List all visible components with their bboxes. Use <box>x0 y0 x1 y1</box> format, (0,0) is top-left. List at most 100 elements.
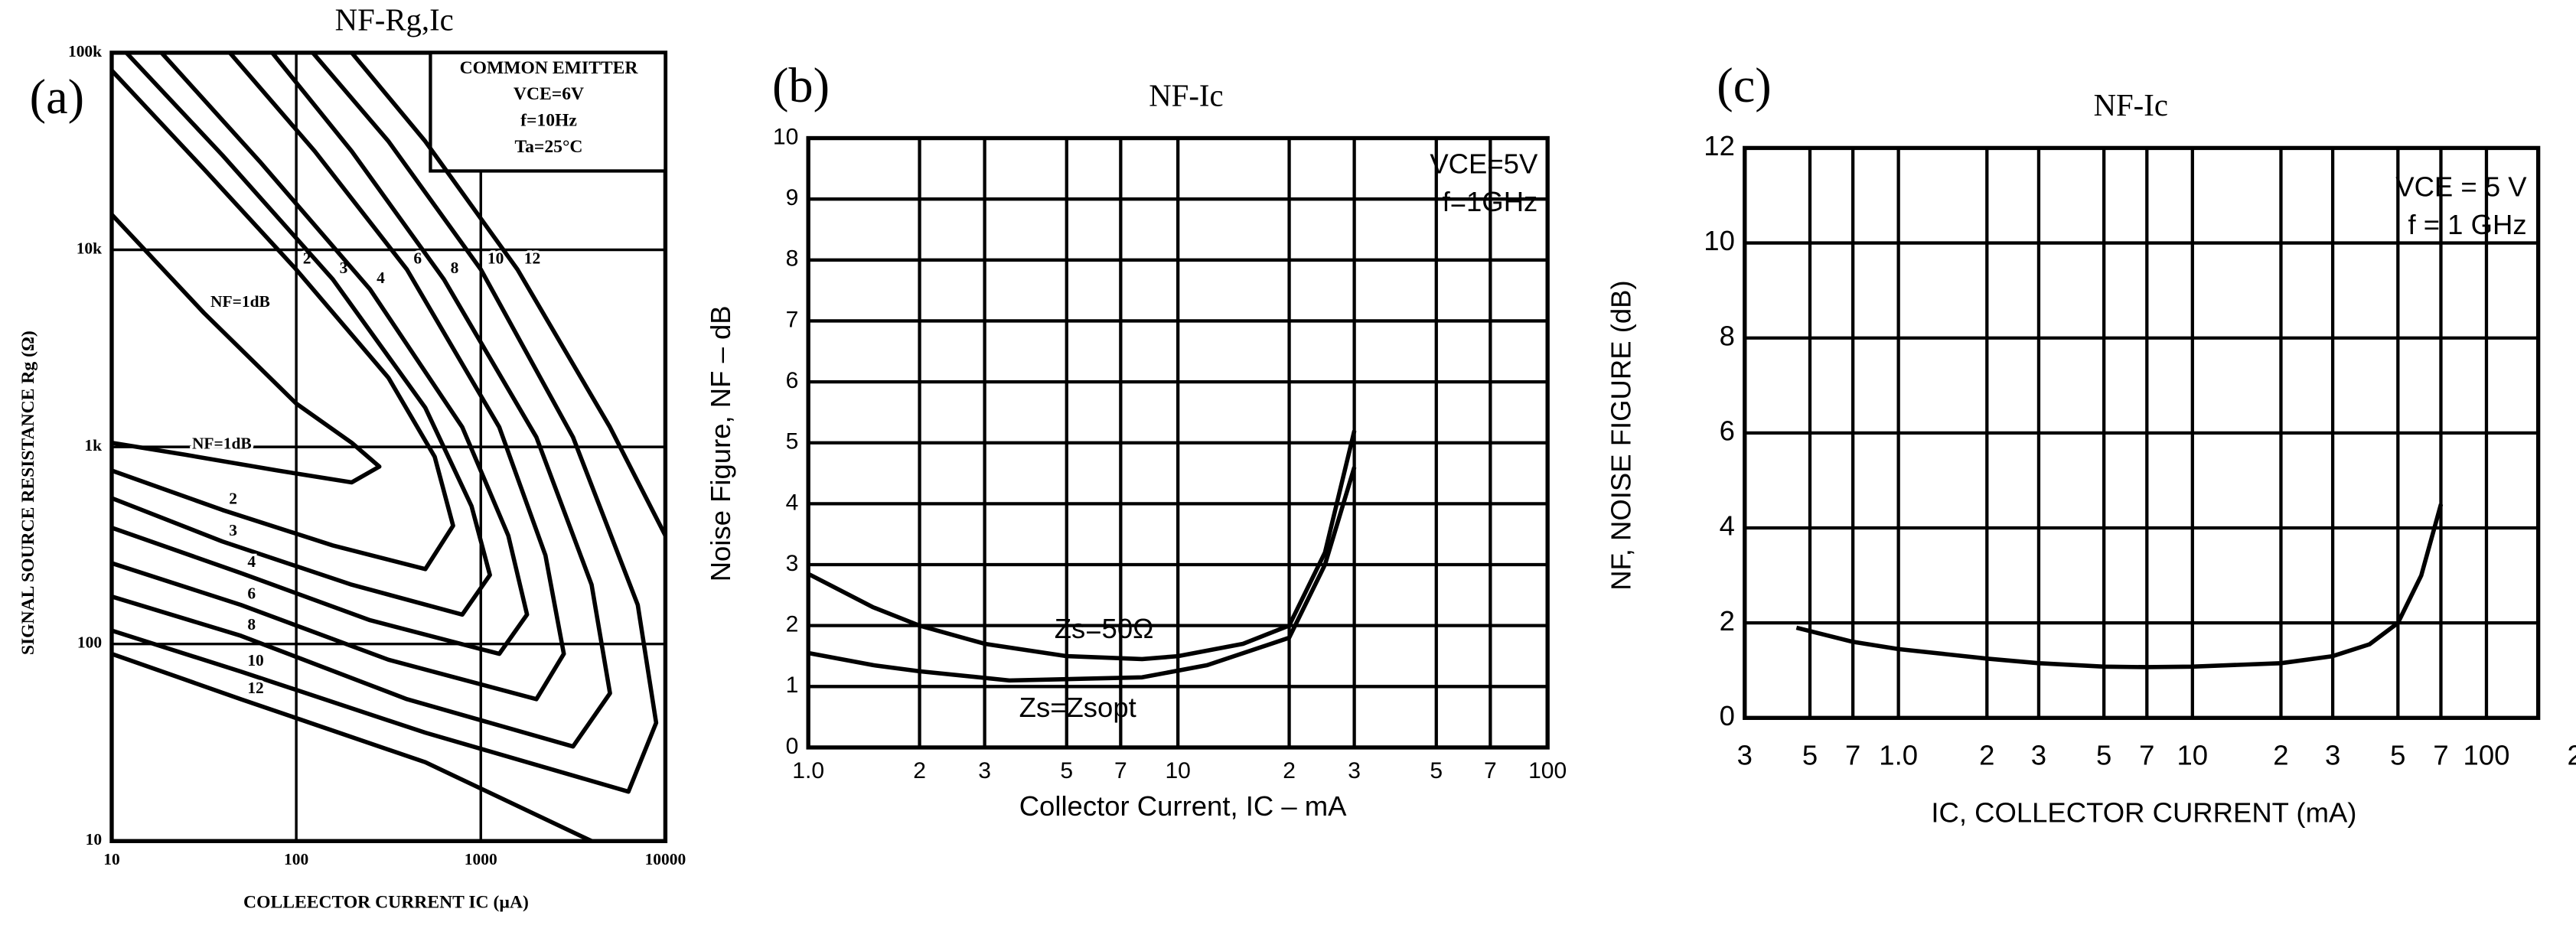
series-line <box>807 466 1357 683</box>
series-line <box>111 51 667 843</box>
panel-label: (b) <box>772 58 830 112</box>
series-label: 2 <box>229 489 237 507</box>
x-tick-label: 100 <box>284 850 308 868</box>
annotation: VCE=5V <box>1430 148 1538 180</box>
x-tick-label: 3 <box>978 758 991 783</box>
plot-frame <box>1743 145 2541 720</box>
x-tick-label: 3 <box>2031 739 2046 770</box>
y-tick-label: 10 <box>86 830 102 848</box>
series-label: 12 <box>524 249 540 267</box>
annotation-box <box>429 50 667 173</box>
series-line <box>111 51 530 656</box>
x-tick-label: 7 <box>1845 739 1860 770</box>
panel-label: (c) <box>1717 58 1771 112</box>
x-tick-label: 7 <box>1114 758 1127 783</box>
y-tick-label: 4 <box>786 490 799 515</box>
x-tick-label: 7 <box>1484 758 1497 783</box>
x-tick-label: 7 <box>2433 739 2448 770</box>
series-line <box>109 69 455 572</box>
x-tick-label: 10 <box>2177 739 2209 770</box>
x-tick-label: 1000 <box>465 850 497 868</box>
annotation: VCE = 5 V <box>2395 171 2527 203</box>
chart-title: NF-Rg,Ic <box>335 3 454 37</box>
x-tick-label: 10 <box>1165 758 1190 783</box>
chart-title: NF-Ic <box>1149 78 1223 112</box>
y-axis-label: NF, NOISE FIGURE (dB) <box>1606 280 1637 590</box>
plot-frame <box>806 135 1550 750</box>
x-tick-label: 100 <box>1528 758 1567 783</box>
x-tick-label: 5 <box>2390 739 2405 770</box>
series-label: Zs=50Ω <box>1055 613 1154 644</box>
series-label: 10 <box>487 249 504 267</box>
series-line <box>111 51 612 749</box>
x-tick-label: 2 <box>2567 739 2576 770</box>
series-line <box>110 50 492 617</box>
y-tick-label: 7 <box>786 307 799 332</box>
y-tick-label: 5 <box>786 429 799 454</box>
series-line <box>111 51 566 702</box>
x-tick-label: 1.0 <box>792 758 824 783</box>
x-tick-label: 5 <box>2096 739 2111 770</box>
series-label: Zs=Zsopt <box>1019 692 1136 723</box>
x-tick-label: 3 <box>1737 739 1753 770</box>
annotation: Ta=25°C <box>515 137 583 157</box>
annotation: f=10Hz <box>520 110 577 130</box>
y-tick-label: 1k <box>84 436 102 454</box>
y-tick-label: 100k <box>68 42 102 60</box>
y-tick-label: 4 <box>1720 510 1735 542</box>
y-tick-label: 9 <box>786 185 799 210</box>
x-tick-label: 2 <box>913 758 926 783</box>
series-label: 3 <box>229 521 237 539</box>
x-tick-label: 10 <box>103 850 119 868</box>
series-line <box>111 51 659 794</box>
x-tick-label: 5 <box>1802 739 1818 770</box>
x-axis-label: IC, COLLECTOR CURRENT (mA) <box>1931 797 2356 829</box>
annotation: COMMON EMITTER <box>460 58 639 78</box>
series-label: 6 <box>247 585 256 603</box>
series-line <box>807 430 1357 662</box>
series-label: 6 <box>413 249 422 267</box>
x-tick-label: 5 <box>1060 758 1073 783</box>
y-tick-label: 10 <box>773 124 798 149</box>
y-axis-label: SIGNAL SOURCE RESISTANCE Rg (Ω) <box>18 331 38 655</box>
x-tick-label: 2 <box>1283 758 1296 783</box>
x-tick-label: 2 <box>2273 739 2288 770</box>
plot-frame <box>109 50 668 843</box>
y-tick-label: 2 <box>1720 605 1735 637</box>
series-label: 8 <box>247 615 256 633</box>
x-tick-label: 10000 <box>645 850 686 868</box>
series-line <box>1795 503 2444 669</box>
series-label: 4 <box>247 552 256 571</box>
series-line <box>109 213 382 485</box>
annotation: VCE=6V <box>514 84 584 104</box>
series-label: NF=1dB <box>210 292 270 311</box>
annotation: f=1GHz <box>1443 186 1538 217</box>
x-tick-label: 1.0 <box>1879 739 1918 770</box>
y-tick-label: 10k <box>77 239 102 257</box>
y-tick-label: 12 <box>1704 130 1735 161</box>
x-tick-label: 2 <box>1979 739 1994 770</box>
y-tick-label: 10 <box>1704 225 1735 256</box>
x-axis-label: COLLEECTOR CURRENT IC (µA) <box>243 892 529 912</box>
chart-title: NF-Ic <box>2094 88 2168 122</box>
x-tick-label: 7 <box>2139 739 2154 770</box>
y-tick-label: 100 <box>77 633 102 652</box>
y-tick-label: 2 <box>786 612 799 637</box>
series-label: 12 <box>247 679 263 697</box>
y-tick-label: 8 <box>786 246 799 272</box>
series-label: NF=1dB <box>192 434 252 452</box>
x-tick-label: 5 <box>1430 758 1443 783</box>
x-axis-label: Collector Current, IC – mA <box>1019 790 1347 822</box>
x-tick-label: 3 <box>1348 758 1361 783</box>
panel-label: (a) <box>30 70 84 124</box>
y-tick-label: 3 <box>786 551 799 576</box>
x-tick-label: 100 <box>2464 739 2510 770</box>
y-axis-label: Noise Figure, NF – dB <box>705 305 736 581</box>
y-tick-label: 0 <box>1720 700 1735 731</box>
series-label: 4 <box>377 269 385 287</box>
x-tick-label: 3 <box>2325 739 2340 770</box>
series-label: 10 <box>247 651 263 669</box>
y-tick-label: 1 <box>786 673 799 698</box>
y-tick-label: 8 <box>1720 320 1735 351</box>
